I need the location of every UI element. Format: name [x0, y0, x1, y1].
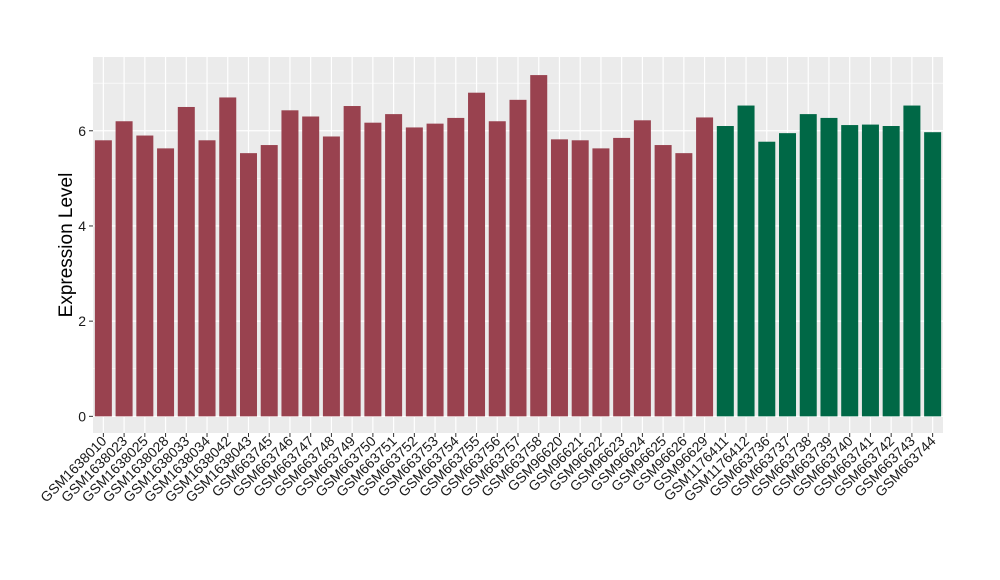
bars — [94, 75, 942, 417]
bar-GSM96621 — [571, 140, 589, 417]
bar-GSM663747 — [302, 116, 320, 417]
y-tick-label: 4 — [78, 218, 86, 234]
bar-GSM663755 — [468, 92, 486, 417]
bar-GSM663756 — [488, 121, 506, 417]
bar-GSM1638033 — [177, 106, 195, 417]
bar-GSM1176411 — [716, 126, 734, 417]
y-tick-label: 6 — [78, 123, 86, 139]
bar-GSM96626 — [675, 153, 693, 417]
bar-GSM1638034 — [198, 140, 216, 417]
bar-GSM663749 — [343, 106, 361, 417]
bar-GSM1638010 — [94, 140, 112, 417]
bar-GSM663753 — [426, 123, 444, 417]
bar-GSM663745 — [260, 145, 278, 417]
y-axis-title: Expression Level — [56, 173, 77, 318]
y-tick-label: 0 — [78, 408, 86, 424]
bar-GSM663737 — [779, 133, 797, 417]
bar-GSM663743 — [903, 105, 921, 417]
bar-GSM1638043 — [239, 153, 257, 417]
y-axis: 0 2 4 6 — [78, 123, 93, 424]
bar-GSM1638042 — [219, 97, 237, 417]
bar-GSM96622 — [592, 148, 610, 417]
bar-GSM663742 — [882, 126, 900, 417]
bar-GSM663746 — [281, 110, 299, 417]
bar-GSM96624 — [633, 120, 651, 417]
bar-GSM663751 — [385, 114, 403, 417]
bar-GSM96629 — [696, 117, 714, 417]
bar-GSM663754 — [447, 117, 465, 417]
bar-GSM663739 — [820, 117, 838, 417]
bar-GSM1638023 — [115, 121, 133, 417]
bar-GSM663752 — [405, 127, 423, 417]
bar-GSM663741 — [861, 124, 879, 417]
bar-GSM663738 — [799, 114, 817, 417]
y-tick-label: 2 — [78, 313, 86, 329]
bar-GSM663744 — [924, 132, 942, 417]
bar-GSM1638028 — [157, 148, 175, 417]
bar-GSM663758 — [530, 75, 548, 417]
x-axis: GSM1638010GSM1638023GSM1638025GSM1638028… — [37, 433, 939, 506]
bar-GSM663757 — [509, 99, 527, 417]
bar-GSM663750 — [364, 122, 382, 417]
bar-GSM1176412 — [737, 105, 755, 417]
bar-GSM663740 — [841, 125, 859, 417]
bar-GSM96625 — [654, 145, 672, 417]
bar-GSM1638025 — [136, 135, 154, 417]
bar-GSM96623 — [613, 137, 631, 417]
bar-GSM663736 — [758, 141, 776, 417]
bar-GSM663748 — [322, 136, 340, 417]
bar-GSM96620 — [550, 139, 568, 417]
